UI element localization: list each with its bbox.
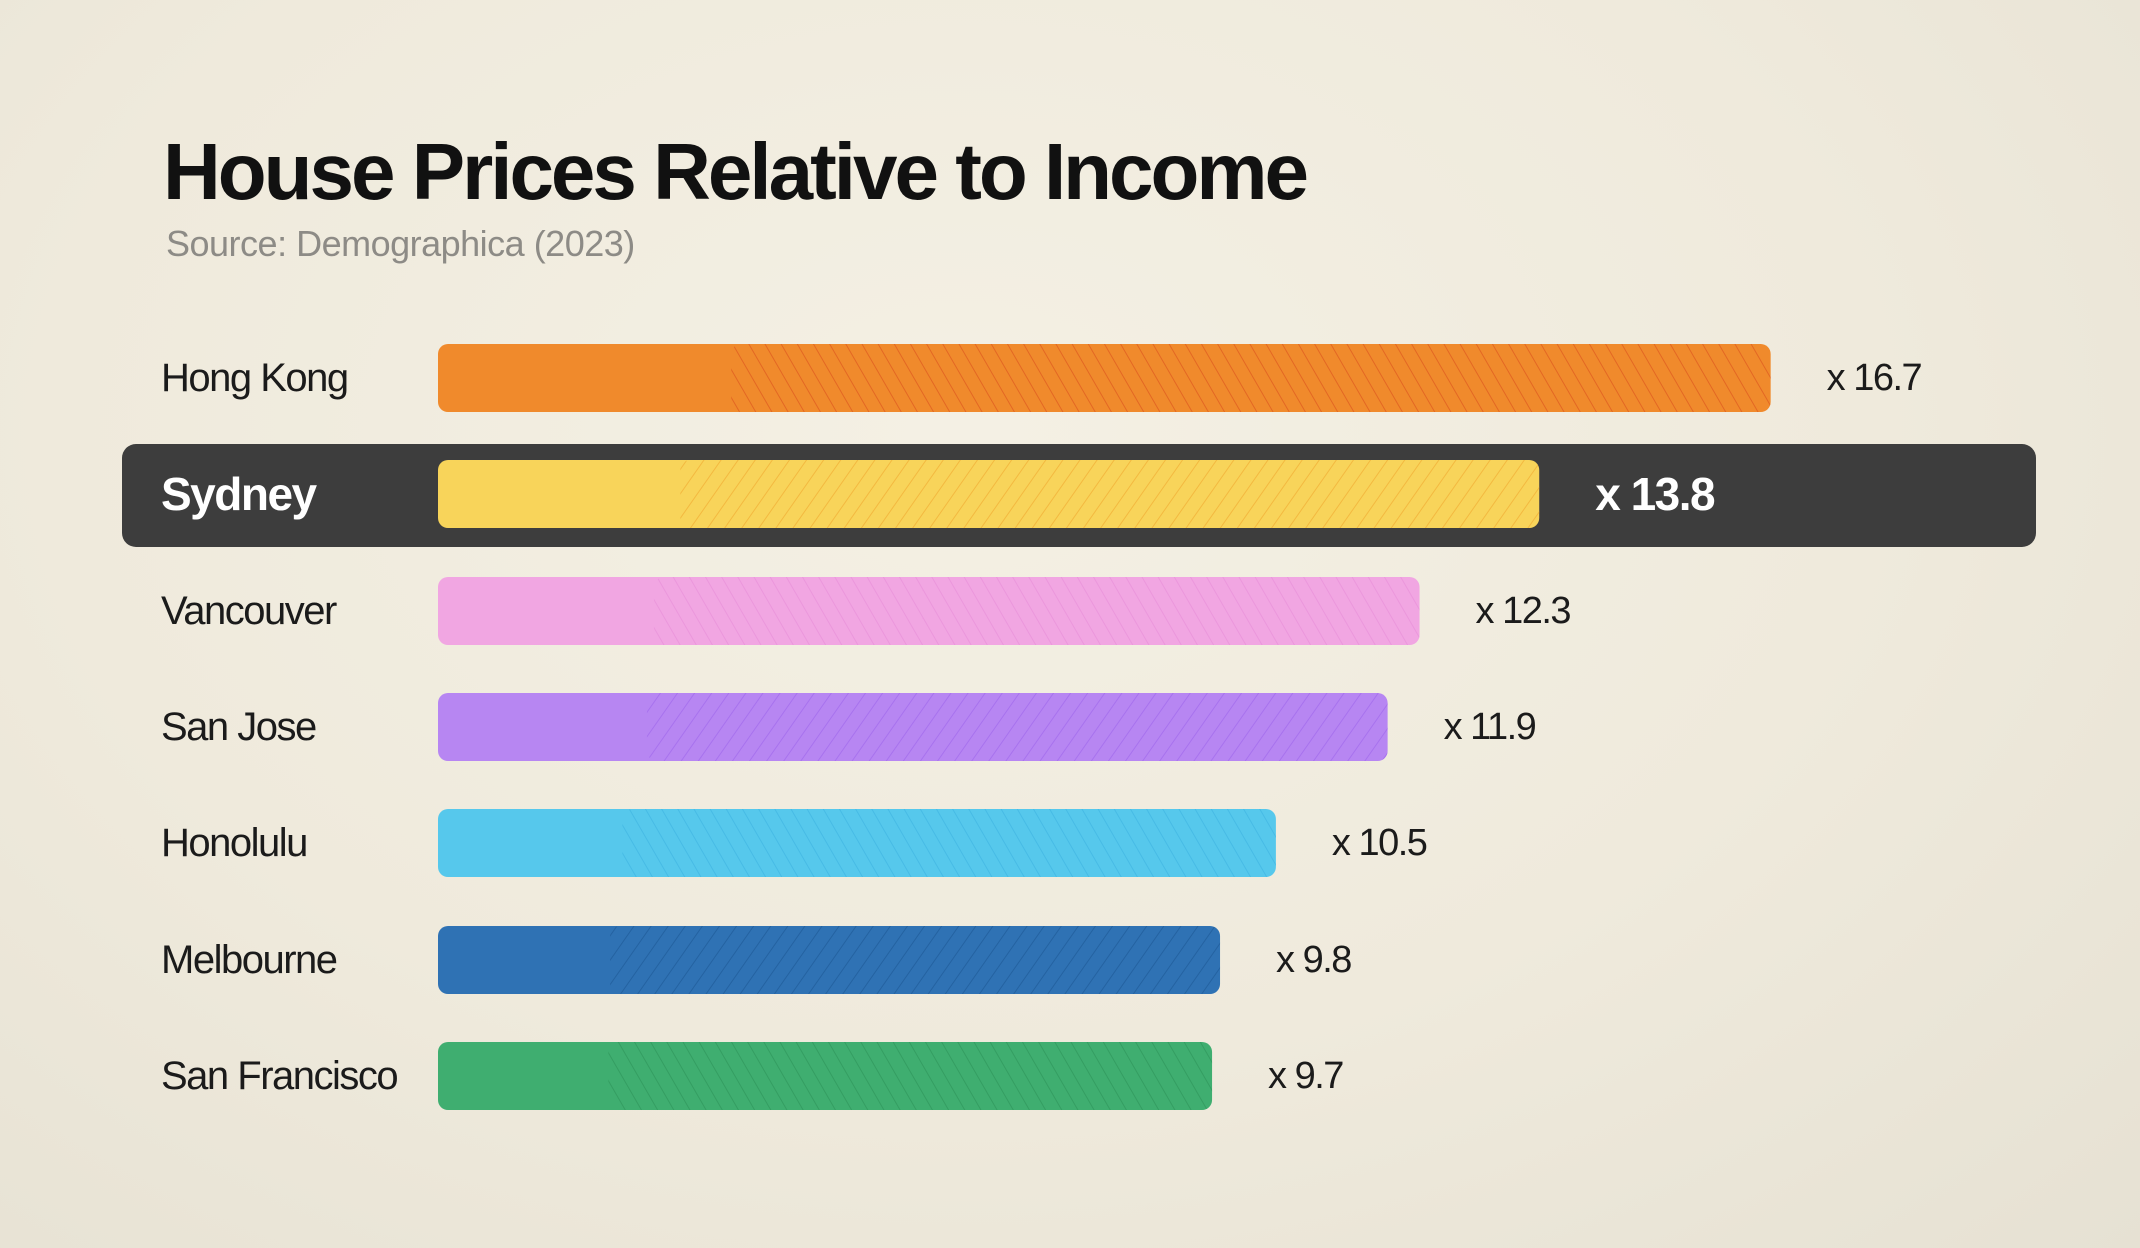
bar-group-sydney [438,460,1540,528]
bar-group-vancouver [438,577,1420,645]
category-label: Hong Kong [161,356,349,400]
bar-texture [608,1042,1213,1110]
bar-group-san-francisco [438,1042,1213,1110]
bar-texture [680,460,1540,528]
category-label: Vancouver [161,589,337,633]
chart-source: Source: Demographica (2023) [166,223,635,264]
bar-group-melbourne [438,926,1221,994]
category-label: San Jose [161,705,317,749]
bar-texture [622,809,1276,877]
category-label: Honolulu [161,821,308,865]
value-label: x 12.3 [1475,590,1572,632]
category-label: Melbourne [161,938,338,982]
category-label: San Francisco [161,1054,399,1098]
value-label: x 10.5 [1331,822,1428,864]
chart-title: House Prices Relative to Income [163,127,1309,216]
bar-texture [731,344,1771,412]
bar-texture [610,926,1221,994]
value-label: x 13.8 [1595,468,1715,520]
bar-texture [646,693,1388,761]
bar-group-san-jose [438,693,1388,761]
value-label: x 9.8 [1276,939,1352,981]
bar-texture [653,577,1420,645]
bar-group-hong-kong [438,344,1771,412]
value-label: x 16.7 [1826,357,1923,399]
value-label: x 11.9 [1443,706,1537,748]
bar-group-honolulu [438,809,1276,877]
category-label: Sydney [161,468,317,520]
value-label: x 9.7 [1268,1055,1344,1097]
